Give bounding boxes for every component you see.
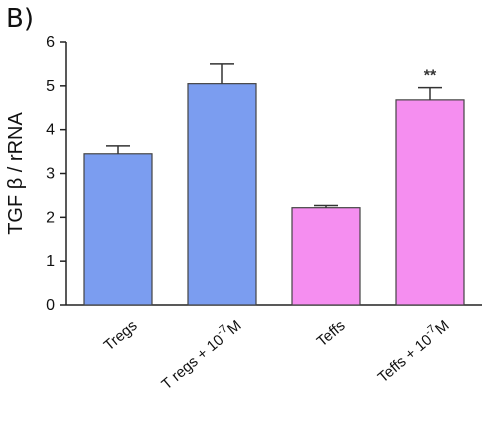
x-tick-label: Tregs: [101, 317, 141, 354]
significance-label: **: [424, 68, 437, 85]
bar: [83, 153, 153, 306]
y-tick-label: 1: [46, 253, 55, 270]
y-tick-label: 5: [46, 78, 55, 95]
y-tick-label: 0: [46, 297, 55, 314]
bar: [291, 207, 361, 306]
x-tick-label: Teffs + 10-7M: [373, 315, 453, 387]
bar: [395, 99, 465, 306]
panel-label: B): [6, 4, 34, 34]
y-axis-label: TGF β / rRNA: [5, 112, 27, 235]
y-tick-label: 4: [46, 122, 55, 139]
x-tick-label: Teffs: [314, 317, 349, 350]
y-tick-label: 6: [46, 34, 55, 51]
y-tick-label: 3: [46, 166, 55, 183]
x-tick-label: T regs + 10-7M: [156, 315, 244, 394]
y-tick-label: 2: [46, 209, 55, 226]
bar: [187, 83, 257, 306]
